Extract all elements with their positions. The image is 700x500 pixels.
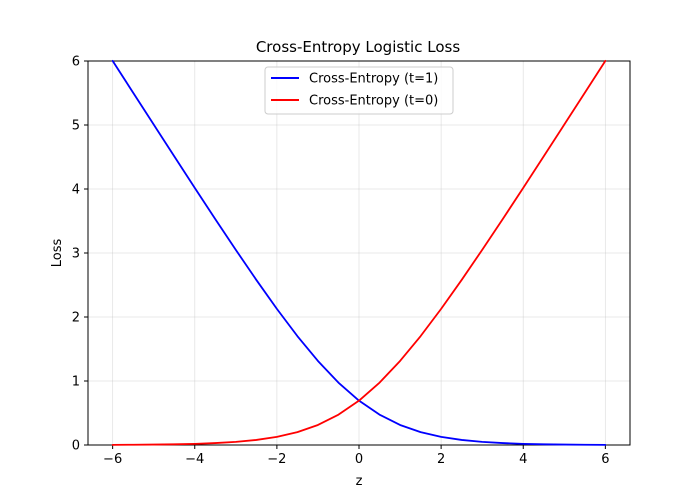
series-line-t0 — [111, 59, 607, 446]
x-tick-label: 4 — [519, 452, 527, 467]
x-axis-label: z — [356, 474, 363, 489]
y-tick-label: 3 — [72, 247, 80, 262]
x-tick-label: −4 — [185, 452, 204, 467]
axis-tick-labels: −6 −4 −2 0 2 4 6 0 1 2 3 4 5 6 — [72, 55, 610, 468]
y-tick-label: 4 — [72, 183, 80, 198]
y-tick-label: 1 — [72, 375, 80, 390]
series-lines — [111, 59, 607, 446]
x-tick-label: −6 — [103, 452, 122, 467]
legend-entry-t1: Cross-Entropy (t=1) — [309, 72, 438, 87]
legend-box — [264, 66, 454, 115]
x-tick-label: 6 — [601, 452, 609, 467]
x-tick-label: −2 — [267, 452, 286, 467]
x-tick-label: 0 — [355, 452, 363, 467]
y-tick-label: 0 — [72, 439, 80, 454]
legend-entry-t0: Cross-Entropy (t=0) — [309, 94, 438, 109]
y-tick-label: 6 — [72, 55, 80, 70]
y-tick-label: 5 — [72, 119, 80, 134]
chart-title: Cross-Entropy Logistic Loss — [256, 38, 461, 56]
y-axis-label: Loss — [50, 239, 65, 268]
y-tick-label: 2 — [72, 311, 80, 326]
x-tick-label: 2 — [437, 452, 445, 467]
legend: Cross-Entropy (t=1) Cross-Entropy (t=0) — [264, 66, 454, 115]
